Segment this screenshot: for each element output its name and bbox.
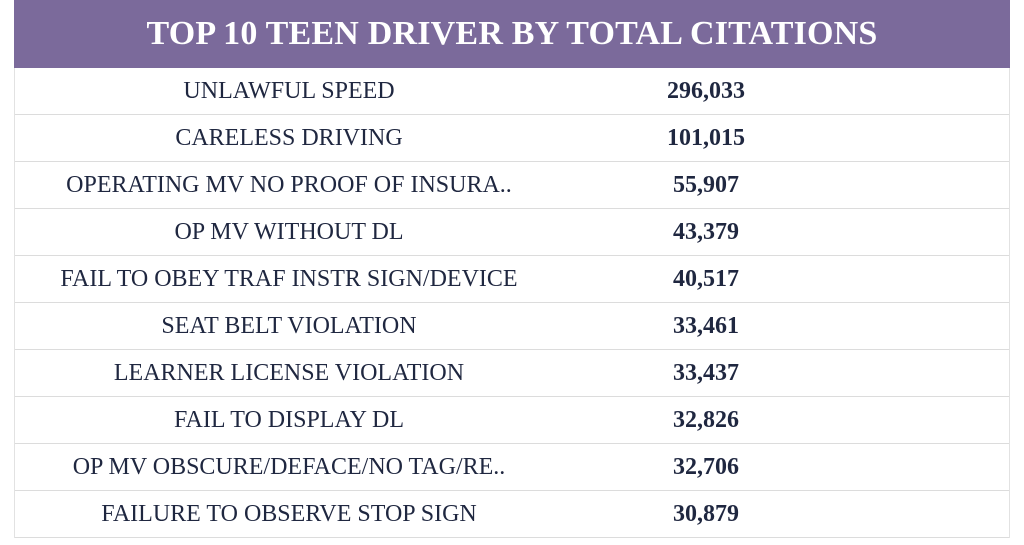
row-value: 55,907 xyxy=(673,171,739,198)
row-value: 296,033 xyxy=(667,77,745,104)
row-label: FAIL TO DISPLAY DL xyxy=(173,406,405,433)
row-value: 30,879 xyxy=(673,500,739,527)
row-value: 101,015 xyxy=(667,124,745,151)
table-row: LEARNER LICENSE VIOLATION 33,437 xyxy=(15,350,1009,397)
row-label: FAILURE TO OBSERVE STOP SIGN xyxy=(101,500,477,527)
row-value: 32,826 xyxy=(673,406,739,433)
row-value: 40,517 xyxy=(673,265,739,292)
row-value: 33,461 xyxy=(673,312,739,339)
row-label: SEAT BELT VIOLATION xyxy=(161,312,417,339)
row-value: 33,437 xyxy=(673,359,739,386)
table-row: OPERATING MV NO PROOF OF INSURA.. 55,907 xyxy=(15,162,1009,209)
table-title: TOP 10 TEEN DRIVER BY TOTAL CITATIONS xyxy=(14,0,1010,68)
table-row: FAILURE TO OBSERVE STOP SIGN 30,879 xyxy=(15,491,1009,538)
row-value: 43,379 xyxy=(673,218,739,245)
table-row: SEAT BELT VIOLATION 33,461 xyxy=(15,303,1009,350)
row-label: FAIL TO OBEY TRAF INSTR SIGN/DEVICE xyxy=(60,265,518,292)
table-row: CARELESS DRIVING 101,015 xyxy=(15,115,1009,162)
table-row: FAIL TO DISPLAY DL 32,826 xyxy=(15,397,1009,444)
table-body: UNLAWFUL SPEED 296,033 CARELESS DRIVING … xyxy=(14,68,1010,538)
row-label: LEARNER LICENSE VIOLATION xyxy=(113,359,465,386)
row-label: UNLAWFUL SPEED xyxy=(183,77,395,104)
table-row: OP MV WITHOUT DL 43,379 xyxy=(15,209,1009,256)
row-label: OPERATING MV NO PROOF OF INSURA.. xyxy=(66,171,512,198)
table-row: FAIL TO OBEY TRAF INSTR SIGN/DEVICE 40,5… xyxy=(15,256,1009,303)
row-label: OP MV WITHOUT DL xyxy=(174,218,404,245)
row-label: OP MV OBSCURE/DEFACE/NO TAG/RE.. xyxy=(72,453,506,480)
citations-table: TOP 10 TEEN DRIVER BY TOTAL CITATIONS UN… xyxy=(14,0,1010,538)
row-value: 32,706 xyxy=(673,453,739,480)
row-label: CARELESS DRIVING xyxy=(175,124,403,151)
table-row: UNLAWFUL SPEED 296,033 xyxy=(15,68,1009,115)
table-row: OP MV OBSCURE/DEFACE/NO TAG/RE.. 32,706 xyxy=(15,444,1009,491)
